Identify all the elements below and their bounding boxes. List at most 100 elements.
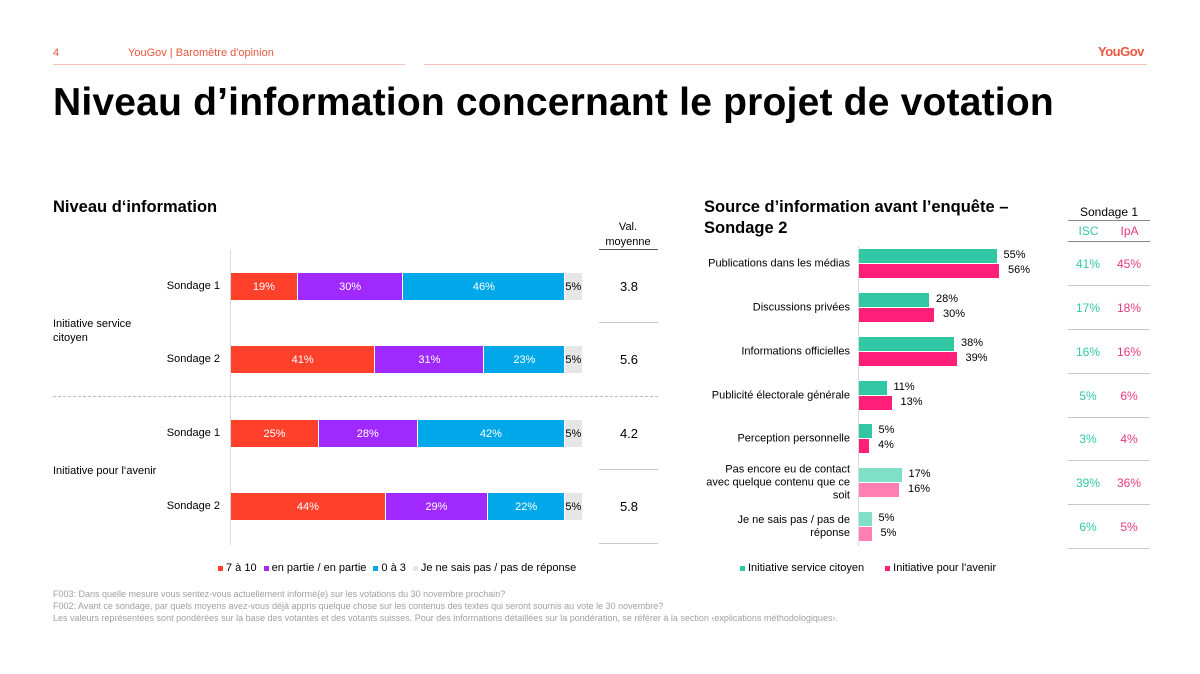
category-label: Je ne sais pas / pas de réponse: [737, 514, 850, 539]
bar-ipa: [859, 483, 899, 497]
bar-segment: 42%: [417, 420, 566, 447]
legend-swatch-gray: [412, 565, 418, 571]
table-title-underline: [1068, 220, 1150, 221]
footnote: Les valeurs représentées sont pondérées …: [53, 613, 838, 623]
mean-header: Val. moyenne: [605, 221, 651, 248]
bar-value-label: 13%: [900, 396, 923, 408]
bar-value-label: 28%: [936, 293, 959, 305]
category-label: Pas encore eu de contact avec quelque co…: [706, 463, 850, 502]
bar-ipa: [859, 527, 872, 541]
bar-isc: [859, 424, 872, 438]
mean-value: 5.6: [619, 352, 639, 367]
table-cell-isc: 41%: [1075, 257, 1101, 271]
left-legend: 7 à 10 en partie / en partie 0 à 3 Je ne…: [218, 562, 576, 574]
row-label: Sondage 1: [166, 427, 220, 439]
table-row-divider: [1068, 504, 1150, 505]
bar-value-label: 38%: [961, 337, 984, 349]
category-label: Perception personnelle: [737, 432, 850, 445]
table-cell-isc: 5%: [1079, 389, 1097, 403]
bar-isc: [859, 249, 997, 263]
table-row-divider: [1068, 285, 1150, 286]
bar-segment: 5%: [565, 273, 583, 300]
footnote: F003: Dans quelle mesure vous sentez-vou…: [53, 589, 506, 599]
table-cell-ipa: 36%: [1116, 476, 1142, 490]
table-cell-isc: 39%: [1075, 476, 1101, 490]
legend-label: Initiative service citoyen: [748, 562, 865, 574]
table-row-divider: [1068, 373, 1150, 374]
legend-swatch-blue: [373, 565, 379, 571]
table-cell-ipa: 6%: [1120, 389, 1138, 403]
bar-ipa: [859, 264, 999, 278]
row-label: Sondage 2: [166, 500, 220, 512]
table-cell-isc: 17%: [1075, 301, 1101, 315]
bar-segment: 44%: [231, 493, 386, 520]
bar-ipa: [859, 352, 957, 366]
page-title: Niveau d’information concernant le proje…: [53, 81, 1054, 124]
bar-segment: 5%: [565, 346, 583, 373]
table-row-divider: [1068, 548, 1150, 549]
mean-divider: [599, 469, 658, 470]
category-label: Informations officielles: [741, 345, 850, 358]
footnote: F002: Avant ce sondage, par quels moyens…: [53, 601, 664, 611]
mean-divider: [599, 322, 658, 323]
left-axis-line: [230, 250, 231, 545]
bar-value-label: 30%: [943, 308, 966, 320]
footnotes: F003: Dans quelle mesure vous sentez-vou…: [53, 588, 838, 624]
table-header-underline: [1068, 241, 1150, 242]
bar-isc: [859, 512, 872, 526]
legend-swatch-teal: [740, 565, 745, 571]
bar-segment: 25%: [231, 420, 319, 447]
table-title: Sondage 1: [1079, 205, 1139, 219]
right-axis-line: [858, 246, 859, 546]
legend-swatch-pink: [885, 565, 891, 571]
mean-value: 5.8: [619, 499, 639, 514]
table-col-isc: ISC: [1078, 224, 1099, 238]
mean-value: 4.2: [619, 426, 639, 441]
bar-segment: 29%: [385, 493, 488, 520]
table-row-divider: [1068, 417, 1150, 418]
bar-ipa: [859, 396, 892, 410]
group-label: Initiative service citoyen: [53, 318, 132, 344]
legend-label: Initiative pour l'avenir: [893, 562, 997, 574]
bar-value-label: 5%: [880, 527, 897, 539]
table-col-ipa: IpA: [1120, 224, 1139, 238]
legend-label: Je ne sais pas / pas de réponse: [420, 562, 577, 574]
table-cell-ipa: 45%: [1116, 257, 1142, 271]
group-label: Initiative pour l‘avenir: [53, 465, 157, 477]
mean-header-underline: [599, 249, 658, 250]
breadcrumb: YouGov | Baromètre d'opinion: [128, 47, 274, 59]
legend-swatch-purple: [263, 565, 269, 571]
bar-value-label: 11%: [893, 381, 915, 393]
mean-value: 3.8: [619, 279, 639, 294]
bar-ipa: [859, 439, 869, 453]
bar-segment: 5%: [565, 420, 583, 447]
row-label: Sondage 2: [166, 353, 220, 365]
bar-value-label: 16%: [908, 483, 931, 495]
category-label: Publications dans les médias: [708, 257, 850, 270]
table-row-divider: [1068, 329, 1150, 330]
bar-value-label: 4%: [878, 439, 894, 451]
bar-value-label: 5%: [878, 512, 895, 524]
bar-isc: [859, 337, 954, 351]
bar-isc: [859, 468, 902, 482]
right-legend: Initiative service citoyen Initiative po…: [740, 562, 996, 574]
bar-segment: 28%: [319, 420, 418, 447]
category-label: Discussions privées: [752, 301, 850, 314]
bar-segment: 31%: [375, 346, 485, 373]
mean-divider: [599, 543, 658, 544]
bar-segment: 5%: [565, 493, 583, 520]
left-chart-title: Niveau d‘information: [53, 198, 218, 216]
bar-value-label: 55%: [1003, 249, 1026, 261]
legend-label: 0 à 3: [381, 562, 406, 574]
bar-value-label: 56%: [1008, 264, 1031, 276]
right-chart-title: Source d’information avant l’enquête – S…: [704, 198, 1009, 237]
page-number: 4: [53, 47, 60, 59]
table-cell-ipa: 16%: [1116, 345, 1142, 359]
bar-isc: [859, 381, 887, 395]
table-cell-isc: 16%: [1075, 345, 1101, 359]
header-divider-right: [424, 64, 1147, 65]
bar-isc: [859, 293, 929, 307]
yougov-logo: YouGov: [1098, 44, 1144, 59]
group-separator: [53, 396, 658, 397]
bar-segment: 19%: [231, 273, 298, 300]
